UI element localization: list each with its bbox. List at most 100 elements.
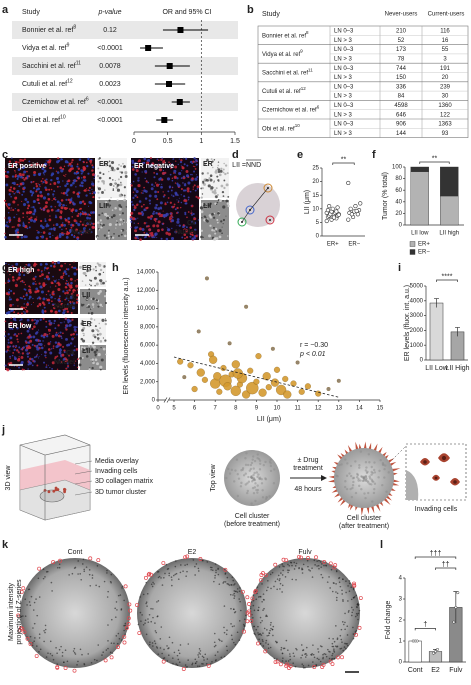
micrograph-texture bbox=[32, 282, 35, 285]
micrograph-texture bbox=[18, 185, 21, 188]
micrograph-texture bbox=[170, 236, 175, 241]
micrograph-texture bbox=[9, 336, 13, 340]
micrograph-texture bbox=[55, 223, 59, 227]
study-name: Obi et al. ref10 bbox=[22, 115, 66, 124]
cluster-texture bbox=[109, 651, 112, 654]
micrograph-texture bbox=[57, 281, 60, 285]
micrograph-texture bbox=[132, 191, 135, 193]
micrograph-texture bbox=[29, 339, 33, 343]
y-tick-label: 1 bbox=[399, 639, 403, 645]
micrograph-texture bbox=[104, 319, 107, 322]
micrograph-texture bbox=[56, 200, 60, 204]
micrograph-texture bbox=[89, 192, 91, 195]
micrograph-texture bbox=[7, 310, 11, 315]
micrograph-texture bbox=[45, 181, 48, 184]
micrograph-texture bbox=[46, 209, 50, 213]
table-study: Cutuli et al. ref12 bbox=[262, 86, 306, 95]
cluster-texture bbox=[250, 461, 254, 465]
micrograph-texture bbox=[36, 216, 38, 218]
cluster-texture bbox=[116, 609, 118, 611]
micrograph-texture bbox=[149, 217, 153, 220]
micrograph-texture bbox=[139, 227, 142, 231]
cluster-texture bbox=[284, 576, 287, 578]
micrograph-texture bbox=[41, 225, 45, 230]
micrograph-texture bbox=[23, 368, 25, 371]
micrograph-texture bbox=[186, 164, 189, 167]
micrograph-texture bbox=[69, 300, 72, 304]
micrograph-texture bbox=[22, 267, 25, 270]
micrograph-texture bbox=[9, 341, 13, 344]
micrograph-texture bbox=[30, 194, 33, 197]
micrograph-texture bbox=[75, 301, 79, 304]
cluster-texture bbox=[93, 658, 96, 661]
cluster-texture bbox=[213, 645, 216, 648]
micrograph-texture bbox=[53, 303, 56, 306]
cell bbox=[263, 183, 273, 193]
y-tick-label: 12,000 bbox=[137, 288, 156, 294]
micrograph-texture bbox=[102, 337, 105, 339]
micrograph-texture bbox=[14, 283, 18, 288]
micrograph-texture bbox=[217, 179, 220, 182]
cluster-texture bbox=[266, 629, 268, 631]
y-axis-label: ER levels (fluorescence intensity a.u.) bbox=[123, 277, 130, 394]
micrograph-texture bbox=[8, 263, 10, 266]
micrograph-texture bbox=[183, 157, 185, 159]
micrograph-texture bbox=[68, 224, 70, 226]
micrograph-texture bbox=[52, 275, 54, 278]
micrograph-texture bbox=[144, 235, 147, 239]
invading-cell bbox=[181, 667, 186, 671]
micrograph-texture bbox=[21, 200, 23, 202]
invading-protrusion bbox=[391, 468, 401, 472]
cluster-texture bbox=[77, 660, 79, 663]
micrograph-texture bbox=[226, 172, 229, 175]
micrograph-texture bbox=[42, 196, 46, 200]
cluster-texture bbox=[239, 600, 241, 603]
cluster-texture bbox=[265, 615, 267, 618]
micrograph-texture bbox=[16, 231, 20, 234]
cluster-texture bbox=[302, 649, 305, 651]
micrograph-texture bbox=[36, 297, 39, 300]
micrograph-texture bbox=[23, 281, 25, 284]
micrograph-texture bbox=[70, 226, 73, 229]
cluster-texture bbox=[295, 578, 297, 581]
cluster-texture bbox=[352, 626, 354, 629]
micrograph-texture bbox=[157, 207, 161, 211]
micrograph-texture bbox=[18, 366, 21, 369]
micrograph-texture bbox=[54, 215, 58, 219]
micrograph-texture bbox=[41, 301, 45, 305]
micrograph-texture bbox=[28, 327, 31, 330]
cluster-texture bbox=[211, 569, 214, 572]
bubble bbox=[304, 383, 311, 390]
cluster-texture bbox=[266, 634, 269, 637]
micrograph-texture bbox=[39, 185, 41, 188]
micrograph-texture bbox=[45, 165, 47, 167]
micrograph-texture bbox=[138, 200, 142, 203]
y-tick-label: 10,000 bbox=[137, 306, 156, 312]
micrograph-texture bbox=[12, 278, 15, 282]
micrograph-texture bbox=[110, 197, 112, 199]
invading-protrusion bbox=[360, 506, 364, 516]
micrograph-texture bbox=[34, 318, 36, 321]
cluster-texture bbox=[233, 584, 235, 586]
micrograph-texture bbox=[75, 268, 78, 271]
cluster-texture bbox=[333, 582, 335, 584]
data-point bbox=[330, 206, 335, 211]
micrograph-texture bbox=[9, 266, 12, 268]
micrograph-texture bbox=[176, 224, 178, 226]
arrow-label: ± Drug bbox=[298, 457, 319, 464]
bubble bbox=[209, 355, 218, 364]
invading-cell bbox=[103, 658, 108, 663]
micrograph-texture bbox=[125, 206, 128, 208]
cluster-texture bbox=[230, 623, 232, 625]
study-name: Bonnier et al. ref8 bbox=[22, 25, 76, 34]
cluster-texture bbox=[171, 641, 174, 644]
micrograph-texture bbox=[14, 346, 17, 349]
cluster-texture bbox=[103, 580, 106, 583]
micrograph-texture bbox=[4, 335, 7, 338]
cluster-texture bbox=[175, 572, 178, 575]
micrograph-texture bbox=[164, 171, 167, 174]
invading-cell bbox=[16, 613, 21, 618]
cluster-texture bbox=[219, 639, 221, 642]
micrograph-texture bbox=[8, 160, 12, 163]
